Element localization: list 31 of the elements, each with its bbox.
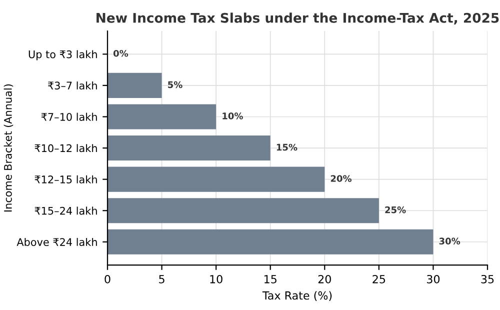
y-tick-label: ₹3–7 lakh	[48, 81, 97, 90]
data-label: 25%	[385, 206, 406, 214]
x-tick-label: 30	[426, 274, 440, 284]
y-tick-label: ₹15–24 lakh	[34, 206, 97, 215]
y-tick-label: ₹10–12 lakh	[34, 144, 97, 152]
y-tick-label: Above ₹24 lakh	[16, 238, 97, 246]
bar	[108, 72, 162, 98]
x-tick-label: 20	[318, 274, 331, 284]
data-label: 20%	[330, 175, 352, 182]
data-label: 5%	[168, 81, 182, 88]
y-tick-label: Up to ₹3 lakh	[28, 50, 97, 60]
x-tick-label: 35	[481, 274, 494, 284]
bar	[108, 198, 379, 224]
bar	[108, 104, 216, 130]
bar	[108, 166, 325, 192]
x-tick-label: 10	[210, 274, 222, 284]
y-tick-label: ₹12–15 lakh	[34, 175, 97, 184]
chart-title: New Income Tax Slabs under the Income-Tax Act, 2025	[96, 12, 499, 25]
y-axis-title: Income Bracket (Annual)	[4, 84, 14, 212]
data-label: 10%	[222, 112, 243, 120]
x-tick-label: 0	[104, 274, 110, 284]
data-label: 0%	[113, 50, 128, 57]
x-tick-label: 5	[159, 275, 164, 284]
data-label: 30%	[439, 238, 460, 245]
bar	[108, 136, 270, 161]
bar	[108, 229, 434, 254]
y-tick-label: ₹7–10 lakh	[41, 112, 97, 121]
x-tick-label: 15	[264, 275, 276, 284]
x-tick-label: 25	[372, 274, 386, 284]
x-axis-title: Tax Rate (%)	[262, 291, 332, 301]
data-label: 15%	[276, 144, 298, 151]
